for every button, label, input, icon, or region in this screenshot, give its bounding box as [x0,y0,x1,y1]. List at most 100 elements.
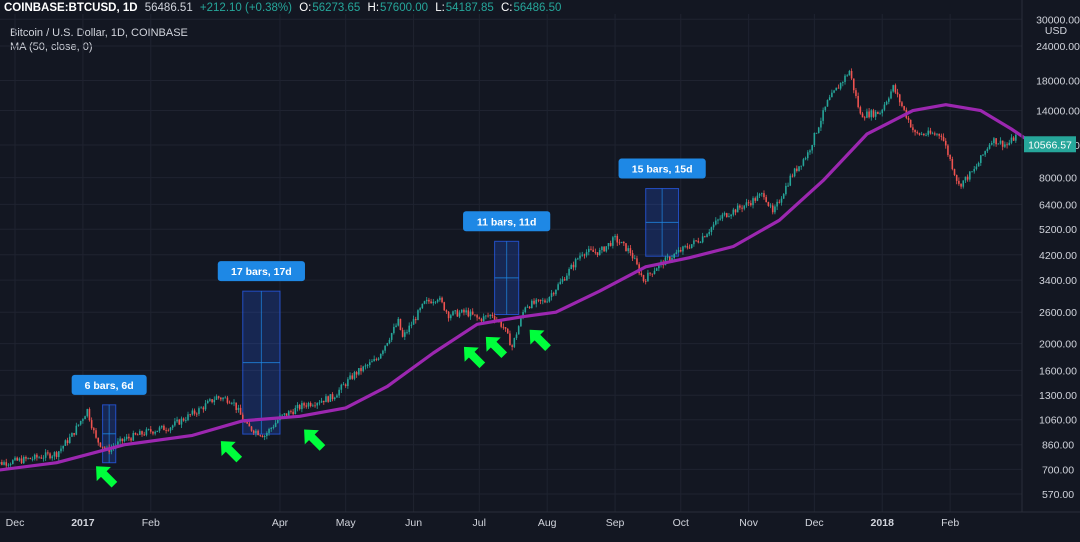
candle-body [406,331,408,333]
candle-body [870,110,873,118]
candle-body [640,273,643,276]
ma-line [0,103,1028,472]
candle-body [690,244,693,249]
candle-body [97,437,100,443]
candle-body [598,250,601,256]
close-value: 56486.50 [513,2,562,14]
candle-body [531,300,533,309]
candle-body [185,420,187,421]
candle-body [890,91,892,99]
candle-body [666,256,669,258]
candle-body [982,154,984,156]
candle-body [228,402,231,404]
x-tick-label: Dec [805,517,824,529]
candle-body [925,134,927,136]
candle-body [541,300,544,302]
candle-body [999,140,1002,144]
candle-body [898,94,901,103]
candle-body [103,447,106,449]
arrow-icon [485,336,508,359]
symbol-label[interactable]: COINBASE:BTCUSD, 1D [4,2,138,14]
x-tick-label: Feb [941,517,959,529]
candle-body [397,318,400,326]
candle-body [677,250,680,253]
time-axis[interactable]: Dec 2017 Feb Apr May Jun Jul Aug Sep Oct Nov Dec 201… [0,511,1080,529]
candle-body [631,253,634,259]
candle-body [101,446,104,448]
candle-body [362,366,365,372]
candle-body [868,111,870,118]
candle-body [22,456,25,464]
candle-body [745,202,748,206]
candle-body [441,297,443,303]
candle-body [347,379,349,387]
y-tick-label: 24000.00 [1036,41,1080,53]
x-tick-label: Oct [673,517,689,529]
candle-body [752,198,754,206]
candle-body [1008,142,1011,146]
candle-body [986,148,989,152]
candle-body [292,411,294,415]
candle-body [920,133,923,135]
candle-body [776,201,778,207]
candle-body [333,397,336,400]
candle-body [539,299,542,301]
candle-body [811,144,813,151]
candle-body [450,315,452,319]
arrow-icon [304,429,326,451]
candle-body [750,203,752,206]
candle-body [187,414,189,421]
candle-body [653,270,656,275]
candle-body [822,110,824,121]
candle-body [425,299,428,302]
x-tick-label: Sep [606,517,625,529]
candle-body [515,334,518,338]
candle-body [721,214,724,219]
y-tick-label: 3400.00 [1039,275,1077,287]
ma-indicator-label[interactable]: MA (50, close, 0) [10,41,93,53]
candle-body [896,92,899,95]
y-tick-label: 8000.00 [1039,173,1077,185]
y-tick-label: 570.00 [1042,489,1074,501]
candle-body [988,144,991,149]
candle-body [163,425,165,431]
candle-body [169,427,172,431]
candle-body [204,403,207,410]
candle-body [955,174,958,181]
candle-body [42,457,45,459]
candle-body [885,101,888,105]
candle-body [778,201,781,203]
last-price-tag-bg [1024,136,1076,153]
candle-body [371,361,373,363]
candle-body [241,414,244,421]
candle-body [417,310,419,321]
low-value: 54187.85 [445,2,494,14]
candle-body [607,243,610,247]
candle-body [839,82,842,89]
candle-body [815,132,818,134]
close-label: C: [500,2,513,14]
candle-body [165,430,167,431]
arrow-icon [220,441,243,463]
candle-body [609,243,612,246]
candle-body [489,314,492,317]
candle-body [771,205,774,213]
candle-body [117,441,119,446]
candle-body [452,311,454,316]
candle-body [802,159,805,166]
candle-body [655,268,658,271]
candle-body [493,316,496,320]
x-tick-label: May [336,517,357,529]
candle-body [977,162,980,167]
candle-body [259,435,262,436]
candle-body [863,117,866,119]
price-axis[interactable]: 30000.0024000.0018000.0014000.0010500.00… [1021,0,1080,512]
candle-body [235,402,237,410]
candle-body [706,234,708,238]
candle-body [390,333,393,340]
chart-subtitle: Bitcoin / U.S. Dollar, 1D, COINBASE [10,27,188,39]
candle-body [774,206,776,213]
price-change: +212.10 (+0.38%) [199,2,292,14]
candle-body [193,410,196,414]
